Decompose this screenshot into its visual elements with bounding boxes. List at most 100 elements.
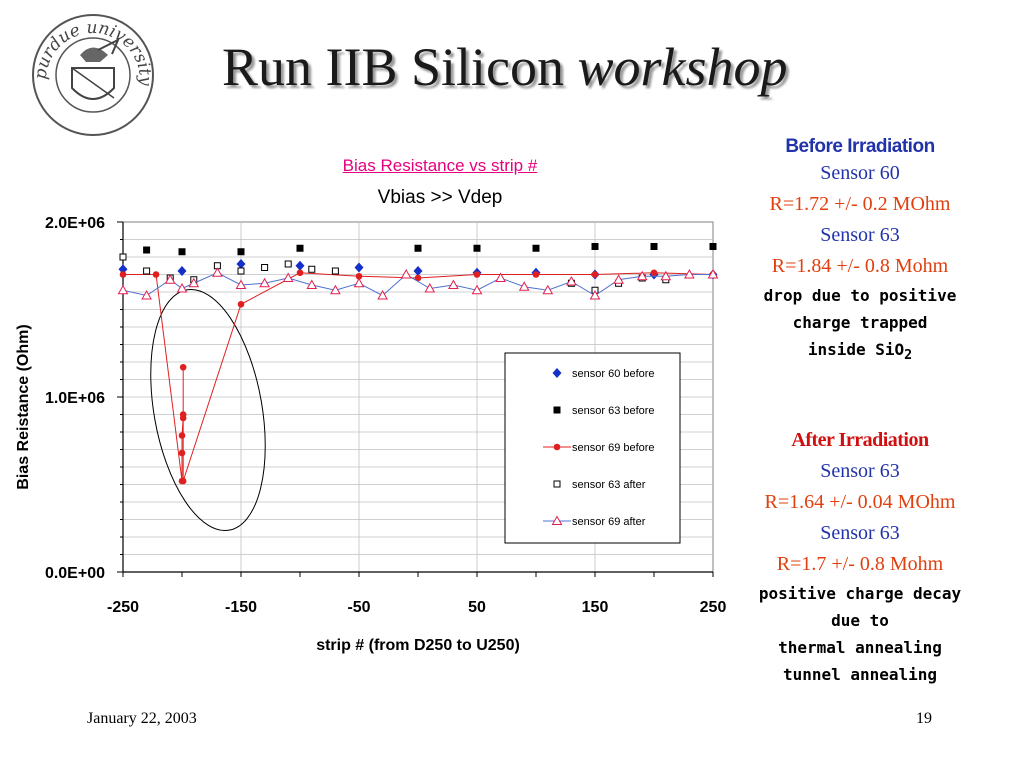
data-point xyxy=(650,269,658,277)
data-point xyxy=(542,284,554,295)
before-explanation-1: drop due to positive xyxy=(763,286,957,305)
before-irradiation-heading: Before Irradiation xyxy=(785,136,935,157)
data-point xyxy=(650,243,658,250)
x-tick-label: -250 xyxy=(107,599,139,616)
chart-annotation xyxy=(150,288,266,532)
data-point xyxy=(591,271,599,278)
chart-subtitle: Vbias >> Vdep xyxy=(377,187,503,208)
data-point xyxy=(117,284,129,295)
data-point xyxy=(164,274,176,284)
data-point xyxy=(330,284,341,295)
data-point xyxy=(518,281,530,291)
after-explanation-4: tunnel annealing xyxy=(782,665,938,685)
data-point xyxy=(178,432,186,439)
legend-box xyxy=(504,352,681,544)
data-point xyxy=(448,279,459,289)
before-explanation-3-sub: 2 xyxy=(904,348,913,364)
before-explanation-2: charge trapped xyxy=(792,313,928,332)
y-tick-label: 1.0E+06 xyxy=(45,390,105,407)
slide-title-italic: workshop xyxy=(577,37,788,97)
data-point xyxy=(414,244,422,252)
chart-labels: 0.0E+00 1.0E+06 2.0E+06 -250 -150 -50 50 150 250… xyxy=(15,215,726,654)
y-tick-label: 2.0E+06 xyxy=(45,215,105,232)
data-point xyxy=(306,279,318,289)
after-irradiation-heading: After Irradiation xyxy=(791,429,929,452)
data-point xyxy=(143,267,151,275)
data-point xyxy=(495,272,506,282)
series-1 xyxy=(143,243,717,256)
data-point xyxy=(237,300,245,308)
data-point xyxy=(212,267,223,277)
data-point xyxy=(177,266,187,276)
after-sensor-2-label: Sensor 63 xyxy=(820,522,900,545)
after-explanation-2: due to xyxy=(831,611,889,631)
x-tick-label: 150 xyxy=(582,599,609,616)
side-notes: Before Irradiation Sensor 60 R=1.72 +/- … xyxy=(735,136,985,688)
data-point xyxy=(237,267,245,275)
footer-date: January 22, 2003 xyxy=(87,710,197,727)
y-axis-label: Bias Reistance (Ohm) xyxy=(15,324,32,489)
data-point xyxy=(591,243,599,250)
data-point xyxy=(707,268,719,279)
legend-marker xyxy=(553,480,561,488)
purdue-seal-logo: purdue university xyxy=(31,14,155,136)
before-sensor60-value: R=1.72 +/- 0.2 MOhm xyxy=(769,193,951,215)
data-point xyxy=(709,243,717,250)
x-axis-label: strip # (from D250 to U250) xyxy=(316,637,520,654)
chart-axes xyxy=(117,221,714,577)
slide-title: Run IIB Silicon workshop xyxy=(222,36,788,98)
data-point xyxy=(178,248,186,256)
data-point xyxy=(532,271,540,278)
after-explanation-3: thermal annealing xyxy=(778,638,942,658)
data-point xyxy=(119,253,127,261)
data-point xyxy=(118,264,128,275)
data-point xyxy=(413,266,423,276)
data-point xyxy=(152,271,160,278)
x-tick-label: -150 xyxy=(225,599,257,616)
before-explanation-3: inside SiO2 xyxy=(735,336,985,369)
data-point xyxy=(235,279,247,289)
y-tick-label: 0.0E+00 xyxy=(45,565,105,582)
slide-title-main: Run IIB Silicon xyxy=(222,37,578,97)
legend-label: sensor 69 after xyxy=(572,516,646,528)
legend-marker xyxy=(552,368,562,378)
data-point xyxy=(355,272,363,280)
legend-marker xyxy=(551,515,563,525)
after-sensor-1-value: R=1.64 +/- 0.04 MOhm xyxy=(764,491,956,514)
legend-label: sensor 69 before xyxy=(572,442,655,454)
data-point xyxy=(259,277,270,288)
data-point xyxy=(261,264,269,271)
data-point xyxy=(188,277,200,288)
data-point xyxy=(331,267,339,275)
data-point xyxy=(473,244,481,252)
data-point xyxy=(179,477,187,485)
data-point xyxy=(471,284,483,295)
data-point xyxy=(308,265,316,273)
data-point xyxy=(296,244,304,252)
chart-title: Bias Resistance vs strip # xyxy=(342,156,538,175)
annotation-ellipse xyxy=(150,288,266,532)
series-4 xyxy=(117,267,719,300)
data-point xyxy=(354,262,364,273)
before-explanation-3-text: inside SiO xyxy=(807,340,905,359)
data-point xyxy=(284,260,292,268)
legend-label: sensor 63 before xyxy=(572,405,655,417)
data-point xyxy=(377,289,388,300)
data-point xyxy=(179,363,187,371)
data-point xyxy=(296,269,304,277)
before-sensor60-label: Sensor 60 xyxy=(820,162,900,184)
data-point xyxy=(636,270,648,281)
legend-marker xyxy=(553,443,561,451)
data-point xyxy=(119,271,127,278)
data-point xyxy=(566,275,577,286)
data-point xyxy=(141,289,152,300)
data-point xyxy=(613,274,624,284)
data-point xyxy=(684,268,695,279)
data-point xyxy=(178,449,186,457)
x-tick-label: -50 xyxy=(347,599,370,616)
data-point xyxy=(282,272,294,282)
footer-page-number: 19 xyxy=(916,710,932,727)
chart-series xyxy=(117,243,719,485)
data-point xyxy=(414,274,422,282)
